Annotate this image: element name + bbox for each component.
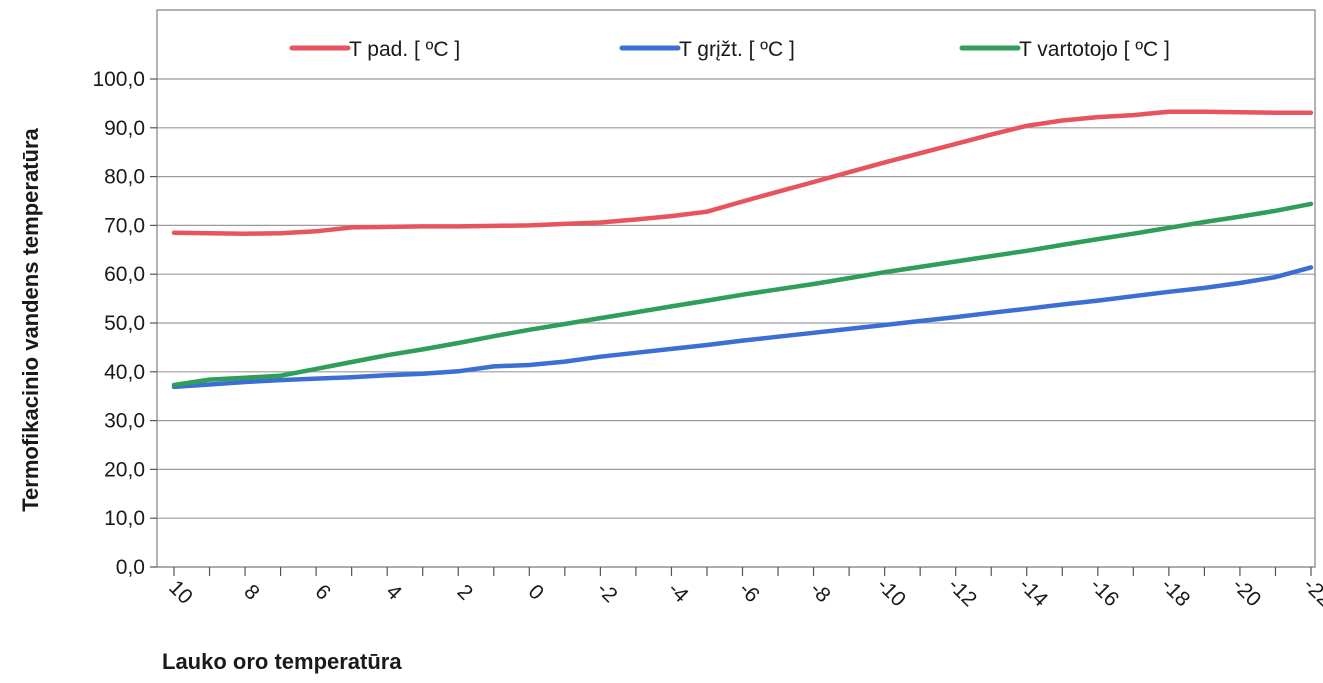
grid-lines xyxy=(157,78,1315,568)
legend-label: T grįžt. [ ºC ] xyxy=(679,38,795,61)
x-tick-label: -4 xyxy=(663,578,693,608)
y-axis: 0,0 10,0 20,0 30,0 40,0 50,0 60,0 70,0 80,0 90,0 1… xyxy=(92,68,157,579)
x-axis-title: Lauko oro temperatūra xyxy=(162,649,402,674)
x-tick-label: -14 xyxy=(1014,574,1052,612)
x-tick-label: -6 xyxy=(734,578,763,607)
y-tick-label: 100,0 xyxy=(92,68,145,91)
series-line-1 xyxy=(171,109,1314,236)
x-tick-label: -8 xyxy=(805,578,834,607)
legend: T pad. [ ºC ] T grįžt. [ ºC ] T vartotojo … xyxy=(289,38,1170,61)
legend-label: T pad. [ ºC ] xyxy=(349,38,460,61)
x-tick-label: 8 xyxy=(239,580,264,605)
x-tick-label: -22 xyxy=(1299,574,1323,612)
y-tick-label: 20,0 xyxy=(104,458,145,481)
series-line-2 xyxy=(171,265,1314,390)
series-lines xyxy=(171,109,1314,390)
x-tick-label: -18 xyxy=(1157,574,1195,612)
x-tick-label: 2 xyxy=(453,580,478,605)
y-axis-title: Termofikacinio vandens temperatūra xyxy=(18,128,43,512)
x-tick-label: 10 xyxy=(164,576,197,609)
y-tick-label: 0,0 xyxy=(116,556,145,579)
x-tick-label: 0 xyxy=(524,580,549,605)
series-line-3 xyxy=(171,201,1314,388)
x-axis: 10 8 6 4 2 0 -2 -4 -6 -8 -10 -12 -14 -16 -18 -20 -22 xyxy=(164,567,1323,611)
y-tick-label: 60,0 xyxy=(104,263,145,286)
y-tick-label: 40,0 xyxy=(104,361,145,384)
x-tick-label: -12 xyxy=(943,574,981,612)
y-tick-label: 30,0 xyxy=(104,410,145,433)
y-tick-label: 70,0 xyxy=(104,214,145,237)
legend-label: T vartotojo [ ºC ] xyxy=(1019,38,1170,61)
x-tick-label: -20 xyxy=(1228,574,1266,612)
y-tick-label: 10,0 xyxy=(104,507,145,530)
x-tick-label: 4 xyxy=(382,580,407,605)
y-tick-label: 80,0 xyxy=(104,166,145,189)
y-tick-label: 50,0 xyxy=(104,312,145,335)
x-tick-label: -10 xyxy=(872,574,910,612)
y-tick-label: 90,0 xyxy=(104,117,145,140)
x-tick-label: -2 xyxy=(592,578,621,607)
x-tick-label: -16 xyxy=(1086,574,1124,612)
plot-area-border xyxy=(156,9,1316,568)
x-tick-label: 6 xyxy=(310,580,335,605)
